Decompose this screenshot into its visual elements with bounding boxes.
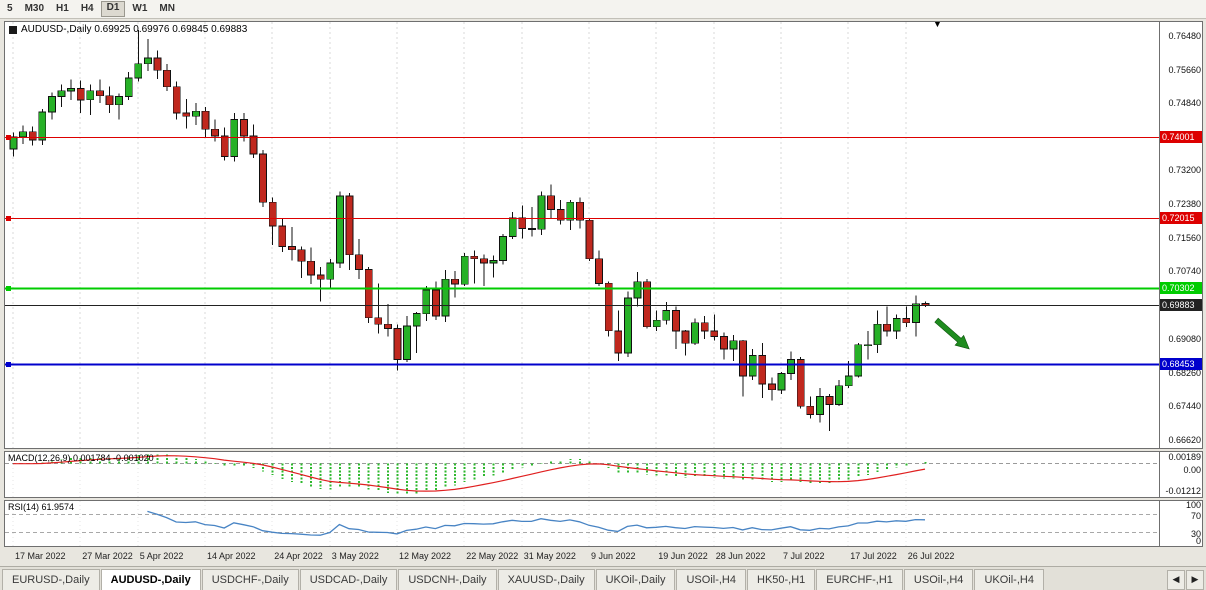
price-tick: 0.70740 xyxy=(1168,266,1201,277)
price-tick: 0.69080 xyxy=(1168,334,1201,345)
price-plot[interactable]: AUDUSD-,Daily 0.69925 0.69976 0.69845 0.… xyxy=(5,22,1159,448)
timeframe-button-5[interactable]: 5 xyxy=(7,3,13,14)
trend-arrow xyxy=(934,317,970,350)
date-label: 26 Jul 2022 xyxy=(907,551,955,561)
rsi-line xyxy=(147,510,926,536)
macd-scale[interactable]: 0.00189 0.00 -0.01212 xyxy=(1159,452,1202,497)
tab-scroll-right-icon[interactable]: ▶ xyxy=(1186,569,1204,590)
chart-legend: AUDUSD-,Daily 0.69925 0.69976 0.69845 0.… xyxy=(9,24,247,35)
macd-label: MACD(12,26,9) 0.001784 -0.001020 xyxy=(8,453,154,463)
chart-tabs: EURUSD-,Daily AUDUSD-,Daily USDCHF-,Daily U… xyxy=(0,566,1206,590)
price-tick: 0.73200 xyxy=(1168,165,1201,176)
timeframe-button-M30[interactable]: M30 xyxy=(24,3,45,14)
price-tick: 0.67440 xyxy=(1168,401,1201,412)
date-label: 7 Jul 2022 xyxy=(783,551,825,561)
tab-usdcnh-daily[interactable]: USDCNH-,Daily xyxy=(398,569,497,590)
date-label: 9 Jun 2022 xyxy=(591,551,636,561)
tab-usdcad-daily[interactable]: USDCAD-,Daily xyxy=(299,569,398,590)
price-tick: 0.68260 xyxy=(1168,367,1201,378)
date-label: 5 Apr 2022 xyxy=(139,551,184,561)
date-label: 17 Jul 2022 xyxy=(850,551,897,561)
rsi-axis-label: 30 xyxy=(1190,528,1201,539)
price-tag-0.72015: 0.72015 xyxy=(1160,212,1202,224)
price-tag-0.68453: 0.68453 xyxy=(1160,357,1202,370)
date-label: 14 Apr 2022 xyxy=(207,551,256,561)
price-tag-0.74001: 0.74001 xyxy=(1160,130,1202,143)
timeframe-button-MN[interactable]: MN xyxy=(159,3,175,14)
tab-hk50-h1[interactable]: HK50-,H1 xyxy=(747,569,816,590)
tab-scroll-buttons: ◀ ▶ xyxy=(1167,569,1204,590)
macd-panel: MACD(12,26,9) 0.001784 -0.001020 0.00189… xyxy=(4,451,1203,498)
rsi-axis-label: 100 xyxy=(1185,500,1201,510)
tab-ukoil-h4[interactable]: UKOil-,H4 xyxy=(974,569,1044,590)
macd-plot[interactable]: MACD(12,26,9) 0.001784 -0.001020 xyxy=(5,452,1159,497)
timeframe-button-W1[interactable]: W1 xyxy=(132,3,148,14)
macd-axis-label: 0.00 xyxy=(1183,464,1201,475)
macd-signal-line xyxy=(13,455,926,492)
date-label: 31 May 2022 xyxy=(523,551,576,561)
chart-icon xyxy=(9,25,17,34)
chart-column: AUDUSD-,Daily 0.69925 0.69976 0.69845 0.… xyxy=(0,19,1206,566)
timeframe-toolbar: 5 M30 H1 H4 D1 W1 MN xyxy=(0,0,1206,19)
price-chart-svg[interactable] xyxy=(5,22,1159,448)
rsi-plot[interactable]: RSI(14) 61.9574 xyxy=(5,501,1159,546)
date-label: 22 May 2022 xyxy=(466,551,519,561)
timeframe-button-D1[interactable]: D1 xyxy=(100,1,126,17)
tab-usoil-h4[interactable]: USOil-,H4 xyxy=(903,569,974,590)
rsi-axis-label: 0 xyxy=(1195,536,1201,546)
tab-usoil-h4[interactable]: USOil-,H4 xyxy=(676,569,746,590)
date-label: 19 Jun 2022 xyxy=(658,551,708,561)
price-tick: 0.72380 xyxy=(1168,199,1201,210)
tab-eurusd-daily[interactable]: EURUSD-,Daily xyxy=(2,569,100,590)
date-label: 12 May 2022 xyxy=(399,551,452,561)
price-tick: 0.66620 xyxy=(1168,434,1201,445)
rsi-axis-label: 70 xyxy=(1190,510,1201,521)
price-tick: 0.75660 xyxy=(1168,64,1201,75)
timeframe-button-H1[interactable]: H1 xyxy=(56,3,69,14)
rsi-scale[interactable]: 100 70 30 0 xyxy=(1159,500,1202,546)
timeframe-button-H4[interactable]: H4 xyxy=(80,3,94,14)
price-tick: 0.76480 xyxy=(1168,31,1201,42)
tab-xauusd-daily[interactable]: XAUUSD-,Daily xyxy=(497,569,595,590)
rsi-svg[interactable] xyxy=(5,501,1159,546)
price-tag-0.69883: 0.69883 xyxy=(1160,299,1202,312)
tab-usdchf-daily[interactable]: USDCHF-,Daily xyxy=(201,569,299,590)
price-tag-0.70302: 0.70302 xyxy=(1160,282,1202,295)
rsi-panel: RSI(14) 61.9574 100 70 30 0 xyxy=(4,500,1203,547)
price-panel: AUDUSD-,Daily 0.69925 0.69976 0.69845 0.… xyxy=(4,21,1203,449)
date-label: 28 Jun 2022 xyxy=(715,551,766,561)
time-axis[interactable]: 17 Mar 2022 27 Mar 2022 5 Apr 2022 14 Apr 2… xyxy=(4,549,1203,564)
price-scale[interactable]: 0.76480 0.75660 0.74840 0.73200 0.72380 0.715… xyxy=(1159,22,1202,448)
price-tick: 0.74840 xyxy=(1168,98,1201,109)
date-label: 24 Apr 2022 xyxy=(274,551,323,561)
date-label: 27 Mar 2022 xyxy=(82,551,133,561)
macd-axis-label: 0.00189 xyxy=(1168,452,1201,462)
chart-shift-marker[interactable]: ▼ xyxy=(933,22,942,29)
macd-axis-label: -0.01212 xyxy=(1165,486,1201,496)
tab-ukoil-daily[interactable]: UKOil-,Daily xyxy=(595,569,676,590)
macd-svg[interactable] xyxy=(5,452,1159,497)
date-label: 3 May 2022 xyxy=(331,551,379,561)
tab-audusd-daily[interactable]: AUDUSD-,Daily xyxy=(100,569,201,590)
rsi-label: RSI(14) 61.9574 xyxy=(8,502,75,512)
chart-legend-text: AUDUSD-,Daily 0.69925 0.69976 0.69845 0.… xyxy=(21,24,248,35)
tab-scroll-left-icon[interactable]: ◀ xyxy=(1167,569,1185,590)
date-label: 17 Mar 2022 xyxy=(15,551,66,561)
tab-eurchf-h1[interactable]: EURCHF-,H1 xyxy=(816,569,903,590)
price-tick: 0.71560 xyxy=(1168,232,1201,243)
